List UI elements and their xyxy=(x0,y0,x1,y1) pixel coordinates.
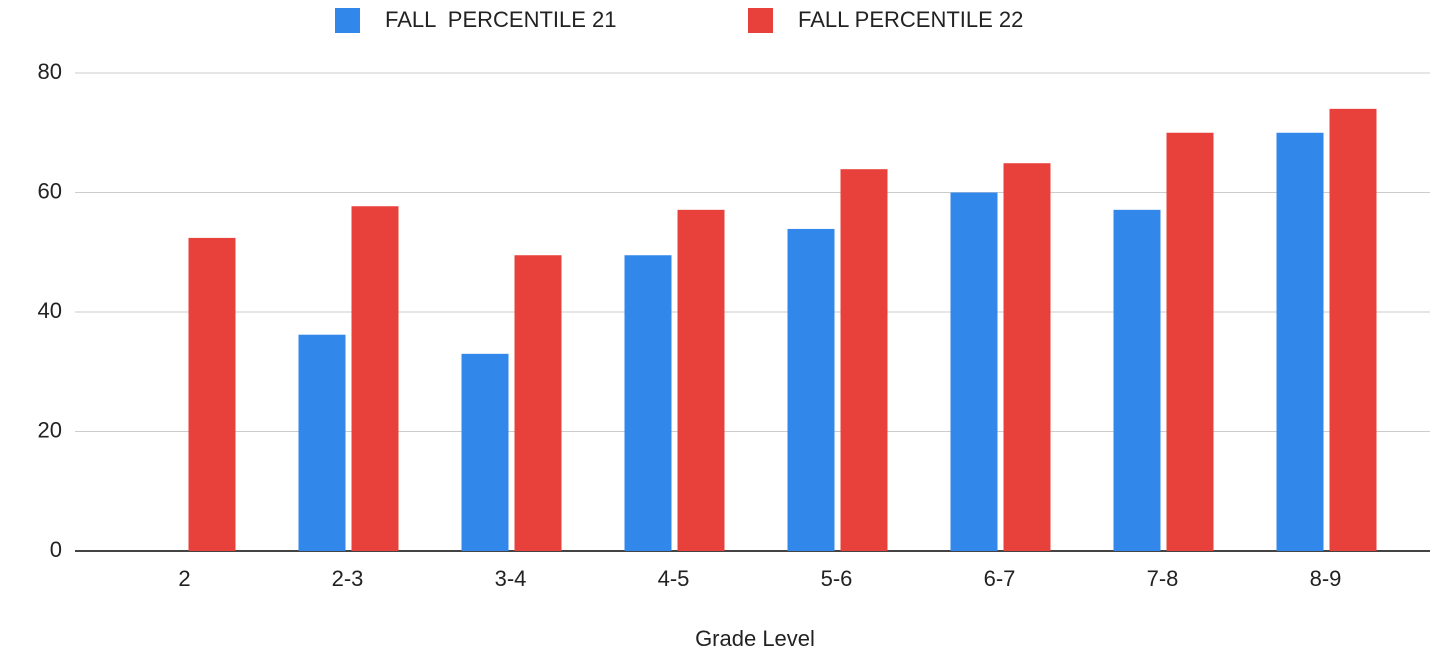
y-tick-label: 80 xyxy=(38,59,62,84)
bar xyxy=(950,192,998,551)
bar xyxy=(461,353,509,551)
legend-swatch xyxy=(748,8,773,33)
x-tick-label: 2 xyxy=(178,566,190,591)
bar xyxy=(351,206,399,551)
bar xyxy=(514,255,562,552)
legend-label: FALL PERCENTILE 22 xyxy=(798,7,1023,32)
bar xyxy=(840,169,888,551)
y-tick-label: 40 xyxy=(38,298,62,323)
bar xyxy=(677,209,725,551)
legend-label: FALL PERCENTILE 21 xyxy=(385,7,617,32)
legend-swatch xyxy=(335,8,360,33)
x-tick-label: 8-9 xyxy=(1310,566,1342,591)
bar xyxy=(188,237,236,551)
y-tick-label: 60 xyxy=(38,178,62,203)
x-tick-label: 2-3 xyxy=(332,566,364,591)
x-tick-label: 6-7 xyxy=(984,566,1016,591)
x-tick-label: 4-5 xyxy=(658,566,690,591)
bar xyxy=(1329,108,1377,551)
x-tick-label: 7-8 xyxy=(1147,566,1179,591)
x-axis-label: Grade Level xyxy=(695,626,815,651)
bar xyxy=(1113,209,1161,551)
bar xyxy=(1166,132,1214,551)
y-tick-label: 20 xyxy=(38,417,62,442)
x-tick-label: 3-4 xyxy=(495,566,527,591)
x-tick-label: 5-6 xyxy=(821,566,853,591)
bar xyxy=(1003,163,1051,551)
bar xyxy=(787,228,835,551)
bar xyxy=(1276,132,1324,551)
bar xyxy=(624,255,672,552)
bar xyxy=(298,334,346,551)
y-tick-label: 0 xyxy=(50,537,62,562)
